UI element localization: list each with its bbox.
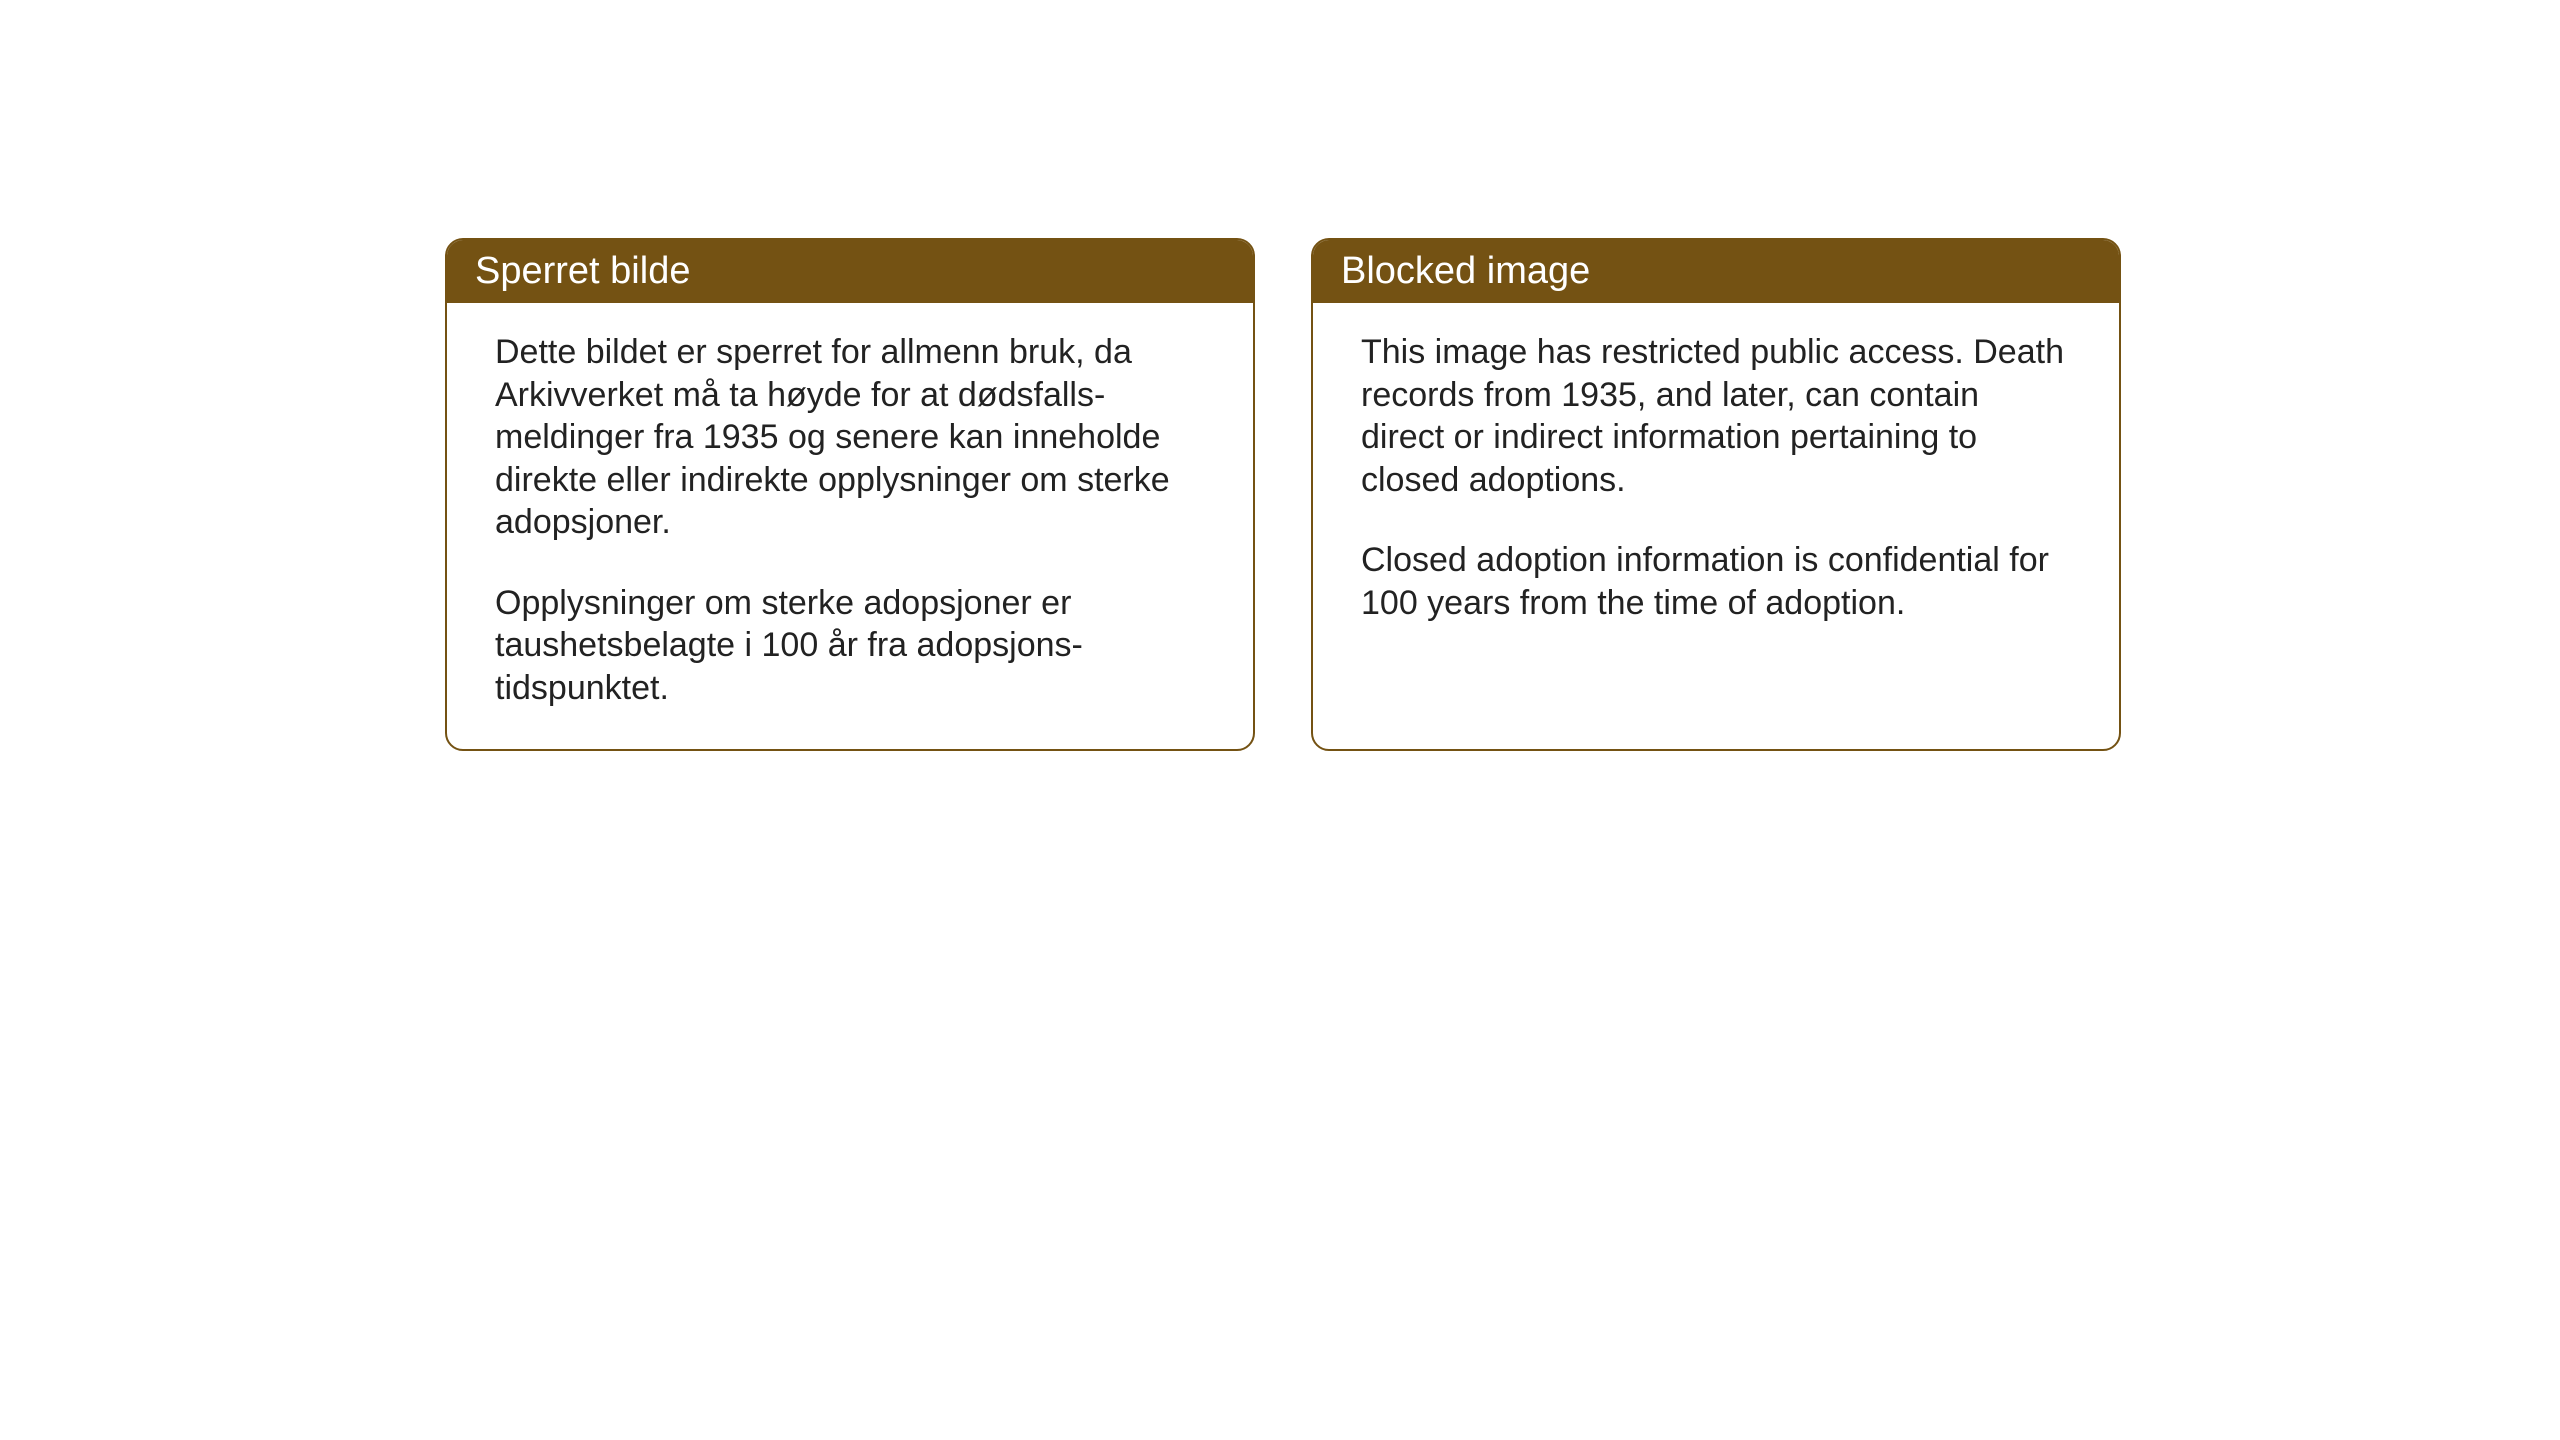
notice-body-norwegian: Dette bildet er sperret for allmenn bruk… [447,303,1253,749]
notice-paragraph-norwegian-2: Opplysninger om sterke adopsjoner er tau… [495,582,1205,710]
notice-paragraph-english-2: Closed adoption information is confident… [1361,539,2071,624]
notice-container: Sperret bilde Dette bildet er sperret fo… [445,238,2121,751]
notice-box-norwegian: Sperret bilde Dette bildet er sperret fo… [445,238,1255,751]
notice-header-norwegian: Sperret bilde [447,240,1253,303]
notice-box-english: Blocked image This image has restricted … [1311,238,2121,751]
notice-paragraph-english-1: This image has restricted public access.… [1361,331,2071,501]
notice-paragraph-norwegian-1: Dette bildet er sperret for allmenn bruk… [495,331,1205,544]
notice-body-english: This image has restricted public access.… [1313,303,2119,703]
notice-header-english: Blocked image [1313,240,2119,303]
